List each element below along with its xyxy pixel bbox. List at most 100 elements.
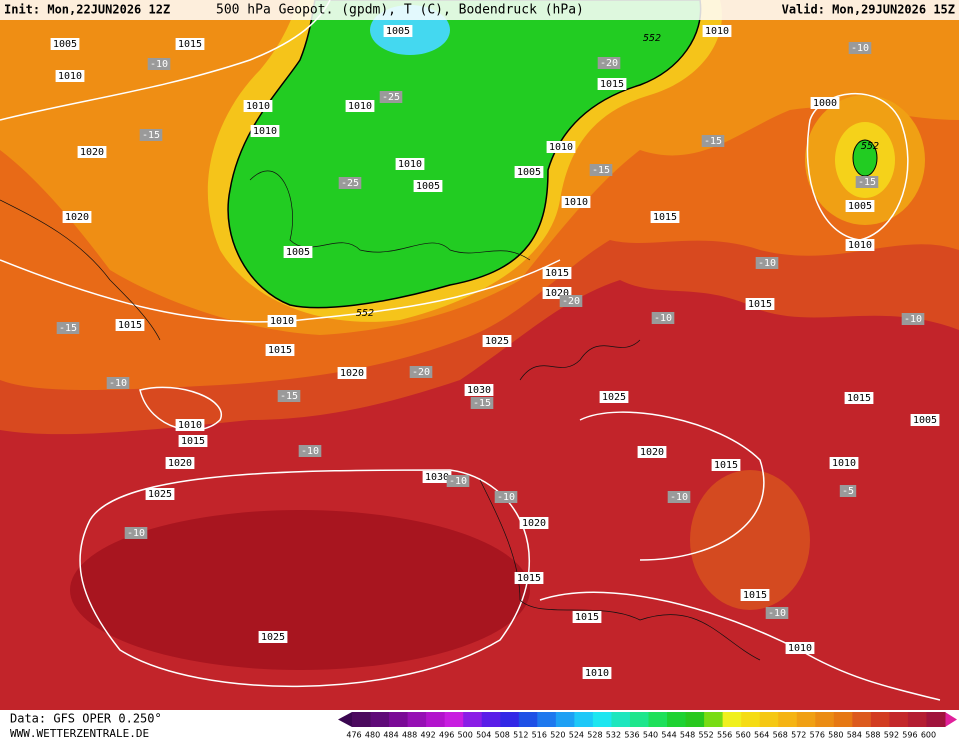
temperature-label-group: -20 bbox=[559, 295, 583, 307]
temperature-label-box bbox=[147, 58, 171, 70]
pressure-label-group: 1015 bbox=[650, 211, 680, 223]
pressure-label-group: 1005 bbox=[413, 180, 443, 192]
pressure-label-group: 1020 bbox=[337, 367, 367, 379]
pressure-label-group: 1025 bbox=[482, 335, 512, 347]
pressure-label-box bbox=[711, 459, 741, 471]
contour-label: 552 bbox=[356, 308, 374, 319]
pressure-label: 1015 bbox=[847, 393, 871, 404]
colorbar-label: 528 bbox=[587, 731, 602, 740]
pressure-label: 1010 bbox=[832, 458, 856, 469]
colorbar-label: 492 bbox=[420, 731, 435, 740]
pressure-label-box bbox=[650, 211, 680, 223]
pressure-label-box bbox=[243, 100, 273, 112]
colorbar-swatch bbox=[667, 712, 687, 727]
temperature-label: -5 bbox=[842, 486, 854, 497]
colorbar-swatch bbox=[815, 712, 835, 727]
pressure-label-group: 1025 bbox=[599, 391, 629, 403]
colorbar-arrow-right bbox=[945, 712, 957, 727]
pressure-label-box bbox=[165, 457, 195, 469]
temperature-label-box bbox=[848, 42, 872, 54]
pressure-label: 1015 bbox=[268, 345, 292, 356]
temperature-label-group: -10 bbox=[848, 42, 872, 54]
pressure-label-group: 1015 bbox=[597, 78, 627, 90]
data-source: Data: GFS OPER 0.250° bbox=[10, 712, 162, 726]
pressure-label: 1030 bbox=[425, 472, 449, 483]
temperature-label: -20 bbox=[600, 58, 618, 69]
pressure-label-box bbox=[702, 25, 732, 37]
colorbar-swatch bbox=[759, 712, 779, 727]
pressure-label-group: 1005 bbox=[383, 25, 413, 37]
coastlines bbox=[0, 170, 761, 661]
colorbar-label: 480 bbox=[365, 731, 380, 740]
pressure-label-box bbox=[745, 298, 775, 310]
colorbar-swatch bbox=[907, 712, 927, 727]
pressure-label-group: 1005 bbox=[283, 246, 313, 258]
pressure-label-box bbox=[582, 667, 612, 679]
pressure-label-box bbox=[50, 38, 80, 50]
website: WWW.WETTERZENTRALE.DE bbox=[10, 727, 149, 740]
pressure-label: 1010 bbox=[549, 142, 573, 153]
colorbar-swatch bbox=[518, 712, 538, 727]
temperature-label: -20 bbox=[412, 367, 430, 378]
pressure-label-group: 1005 bbox=[910, 414, 940, 426]
temperature-label-box bbox=[651, 312, 675, 324]
colorbar-swatch bbox=[555, 712, 575, 727]
pressure-label: 1020 bbox=[522, 518, 546, 529]
colorbar-swatch bbox=[407, 712, 427, 727]
pressure-label: 1005 bbox=[517, 167, 541, 178]
colorbar-swatch bbox=[722, 712, 742, 727]
temperature-label-group: -10 bbox=[147, 58, 171, 70]
temperature-label-group: -15 bbox=[56, 322, 80, 334]
temperature-label-group: -10 bbox=[765, 607, 789, 619]
pressure-label-group: 1015 bbox=[844, 392, 874, 404]
temperature-label: -10 bbox=[150, 59, 168, 70]
temperature-label: -10 bbox=[758, 258, 776, 269]
pressure-label: 1000 bbox=[813, 98, 837, 109]
temperature-label-group: -15 bbox=[855, 176, 879, 188]
pressure-label-group: 1010 bbox=[829, 457, 859, 469]
temperature-label-group: -15 bbox=[589, 164, 613, 176]
colorbar-swatch bbox=[889, 712, 909, 727]
pressure-label: 1020 bbox=[640, 447, 664, 458]
pressure-label-group: 1010 bbox=[546, 141, 576, 153]
pressure-label-group: 1005 bbox=[845, 200, 875, 212]
pressure-label: 1015 bbox=[178, 39, 202, 50]
pressure-label-group: 1010 bbox=[175, 419, 205, 431]
pressure-label-group: 1015 bbox=[265, 344, 295, 356]
pressure-label-box bbox=[145, 488, 175, 500]
temperature-label: -15 bbox=[59, 323, 77, 334]
pressure-label: 1025 bbox=[261, 632, 285, 643]
pressure-label-group: 1015 bbox=[115, 319, 145, 331]
temperature-label-box bbox=[470, 397, 494, 409]
init-time: Init: Mon,22JUN2026 12Z bbox=[4, 3, 170, 17]
pressure-label-box bbox=[637, 446, 667, 458]
contour-label: 552 bbox=[861, 141, 879, 152]
isobars bbox=[0, 0, 941, 701]
temperature-label: -10 bbox=[768, 608, 786, 619]
temperature-label-group: -10 bbox=[494, 491, 518, 503]
temperature-label: -25 bbox=[341, 178, 359, 189]
colorbar-swatch bbox=[629, 712, 649, 727]
colorbar-swatch bbox=[592, 712, 612, 727]
map-title: 500 hPa Geopot. (gpdm), T (C), Bodendruc… bbox=[216, 3, 584, 18]
pressure-label-group: 1010 bbox=[845, 239, 875, 251]
colorbar-label: 476 bbox=[346, 731, 361, 740]
temperature-label-group: -15 bbox=[470, 397, 494, 409]
colorbar-label: 560 bbox=[736, 731, 751, 740]
temperature-label-box bbox=[701, 135, 725, 147]
pressure-label: 1005 bbox=[286, 247, 310, 258]
pressure-label-group: 1015 bbox=[740, 589, 770, 601]
trough-orange bbox=[690, 470, 810, 610]
colorbar-swatch bbox=[704, 712, 724, 727]
pressure-label-box bbox=[383, 25, 413, 37]
temperature-label-box bbox=[56, 322, 80, 334]
temperature-label: -10 bbox=[670, 492, 688, 503]
pressure-label: 1015 bbox=[545, 268, 569, 279]
pressure-label-box bbox=[561, 196, 591, 208]
pressure-label: 1015 bbox=[653, 212, 677, 223]
temperature-label-box bbox=[589, 164, 613, 176]
pressure-label-box bbox=[740, 589, 770, 601]
pressure-label-group: 1020 bbox=[165, 457, 195, 469]
contour-label: 552 bbox=[643, 33, 661, 44]
